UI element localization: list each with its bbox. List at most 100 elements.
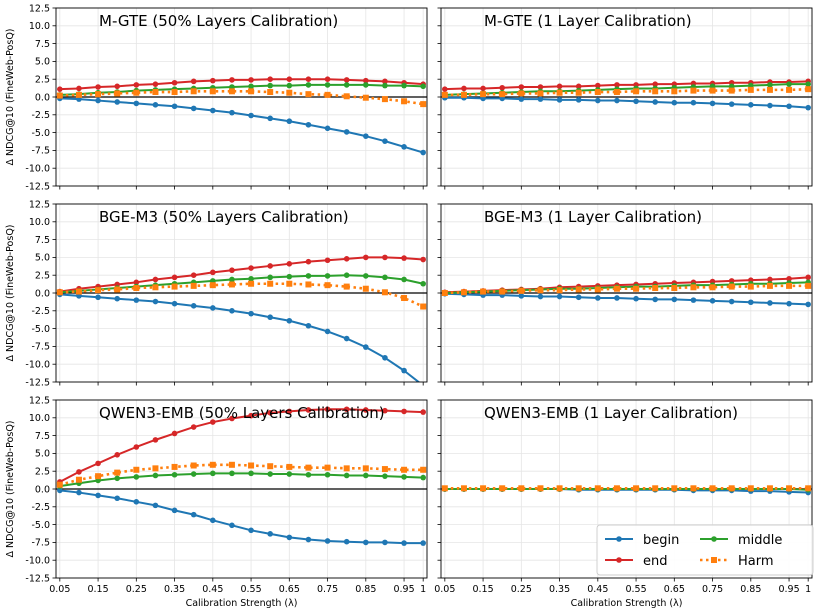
data-point-begin bbox=[343, 335, 350, 342]
data-point-harm bbox=[286, 280, 293, 287]
data-point-middle bbox=[324, 273, 331, 279]
x-tick-label: 0.85 bbox=[740, 584, 761, 595]
series-group bbox=[56, 406, 427, 546]
data-point-harm bbox=[152, 89, 159, 96]
data-point-harm bbox=[420, 101, 427, 108]
x-tick-label: 0.25 bbox=[511, 584, 532, 595]
data-point-middle bbox=[248, 83, 254, 90]
data-point-end bbox=[210, 77, 216, 84]
series-line-end bbox=[59, 78, 424, 91]
data-point-begin bbox=[114, 495, 120, 502]
y-tick-label: -7.5 bbox=[31, 146, 50, 157]
data-point-begin bbox=[556, 97, 563, 103]
data-point-end bbox=[286, 76, 293, 82]
data-point-harm bbox=[537, 90, 544, 97]
data-point-harm bbox=[805, 282, 812, 289]
data-point-begin bbox=[286, 118, 293, 125]
y-tick-label: 7.5 bbox=[35, 39, 50, 50]
data-point-harm bbox=[709, 284, 716, 291]
x-tick-label: 0.95 bbox=[778, 584, 799, 595]
data-point-harm bbox=[747, 283, 754, 290]
data-point-harm bbox=[480, 485, 487, 492]
y-tick-label: 5.0 bbox=[35, 253, 50, 264]
data-point-harm bbox=[575, 89, 582, 96]
data-point-begin bbox=[190, 511, 197, 518]
data-point-harm bbox=[499, 91, 506, 98]
data-point-harm bbox=[575, 286, 582, 293]
series-line-end bbox=[444, 80, 809, 91]
y-tick-label: -5.0 bbox=[31, 324, 50, 335]
data-point-middle bbox=[343, 82, 350, 88]
x-tick-label: 0.05 bbox=[434, 584, 455, 595]
data-point-begin bbox=[767, 300, 773, 306]
series-end bbox=[442, 78, 811, 92]
data-point-middle bbox=[382, 274, 388, 281]
x-tick-label: 0.35 bbox=[549, 584, 570, 595]
data-point-begin bbox=[537, 96, 544, 102]
y-tick-label: -12.5 bbox=[25, 573, 50, 584]
data-point-end bbox=[171, 274, 178, 281]
subplot-title: QWEN3-EMB (1 Layer Calibration) bbox=[484, 404, 738, 422]
data-point-begin bbox=[190, 303, 197, 309]
data-point-harm bbox=[362, 285, 369, 292]
data-point-middle bbox=[171, 471, 178, 478]
data-point-harm bbox=[95, 287, 102, 294]
y-tick-label: 10.0 bbox=[29, 413, 50, 424]
series-line-begin bbox=[59, 293, 421, 382]
data-point-harm bbox=[343, 93, 350, 100]
data-point-begin bbox=[114, 99, 120, 105]
data-point-end bbox=[76, 469, 82, 475]
data-point-harm bbox=[401, 294, 408, 301]
data-point-harm bbox=[633, 88, 640, 95]
data-point-harm bbox=[766, 485, 773, 492]
data-point-harm bbox=[766, 86, 773, 93]
data-point-begin bbox=[305, 322, 312, 329]
y-tick-label: -7.5 bbox=[31, 538, 50, 549]
y-axis-label: Δ NDCG@10 (FineWeb-PosQ) bbox=[5, 420, 16, 557]
series-line-end bbox=[59, 408, 424, 483]
data-point-end bbox=[480, 85, 486, 92]
data-point-harm bbox=[114, 286, 121, 293]
data-point-begin bbox=[382, 354, 388, 361]
data-point-harm bbox=[747, 485, 754, 492]
data-point-end bbox=[556, 83, 563, 90]
data-point-harm bbox=[133, 285, 140, 292]
data-point-harm bbox=[381, 466, 388, 473]
data-point-begin bbox=[248, 310, 254, 317]
data-point-harm bbox=[305, 464, 312, 471]
data-point-begin bbox=[152, 102, 159, 108]
data-point-begin bbox=[382, 539, 388, 546]
legend-label: end bbox=[643, 554, 668, 569]
data-point-end bbox=[95, 460, 101, 467]
data-point-end bbox=[420, 409, 426, 415]
data-point-harm bbox=[709, 485, 716, 492]
data-point-end bbox=[324, 406, 331, 413]
data-point-end bbox=[190, 424, 197, 430]
data-point-middle bbox=[363, 472, 369, 479]
data-point-begin bbox=[267, 115, 273, 122]
data-point-end bbox=[786, 275, 792, 282]
subplot-1: 12.5 10.0 7.5 5.0 2.5 0.0 -2.5 -5.0 -7.5 -10.0 -12… bbox=[5, 3, 428, 192]
data-point-end bbox=[363, 407, 369, 413]
data-point-begin bbox=[401, 367, 407, 374]
data-point-middle bbox=[324, 471, 331, 478]
subplot-6: 0.05 0.15 0.25 0.35 0.45 0.55 0.65 0.75 0.85 0.95… bbox=[434, 399, 814, 609]
data-point-harm bbox=[556, 287, 563, 294]
series-middle bbox=[57, 82, 426, 98]
data-point-harm bbox=[381, 96, 388, 103]
data-point-harm bbox=[690, 284, 697, 291]
y-tick-label: -5.0 bbox=[31, 520, 50, 531]
data-point-harm bbox=[690, 87, 697, 94]
data-point-end bbox=[171, 430, 178, 437]
x-tick-label: 0.75 bbox=[317, 584, 338, 595]
x-tick-label: 0.55 bbox=[240, 584, 261, 595]
y-tick-label: 5.0 bbox=[35, 449, 50, 460]
data-point-end bbox=[461, 85, 467, 92]
subplot-title: BGE-M3 (50% Layers Calibration) bbox=[99, 208, 349, 226]
data-point-harm bbox=[460, 289, 467, 296]
subplot-2: M-GTE (1 Layer Calibration) bbox=[437, 7, 813, 190]
data-point-end bbox=[499, 84, 505, 91]
data-point-end bbox=[652, 81, 658, 87]
data-point-harm bbox=[537, 485, 544, 492]
legend-marker bbox=[711, 536, 717, 542]
